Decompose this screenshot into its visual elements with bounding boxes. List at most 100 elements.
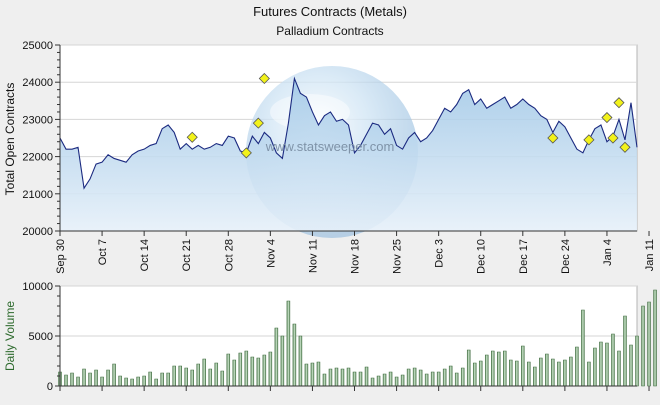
volume-bar bbox=[160, 372, 164, 387]
volume-bar bbox=[232, 359, 237, 387]
volume-bar bbox=[190, 369, 194, 387]
volume-bar bbox=[551, 358, 555, 387]
volume-bar bbox=[448, 365, 453, 387]
volume-bar bbox=[484, 354, 489, 387]
watermark-text: www.statsweeper.com bbox=[265, 139, 395, 154]
volume-bar bbox=[352, 371, 357, 387]
volume-bar bbox=[424, 373, 429, 387]
volume-bar bbox=[629, 344, 633, 387]
volume-bar bbox=[286, 300, 291, 387]
volume-bar bbox=[178, 365, 182, 387]
volume-bar bbox=[515, 360, 519, 387]
volume-bar bbox=[581, 309, 585, 387]
volume-bar bbox=[557, 361, 561, 387]
volume-bar bbox=[262, 354, 267, 387]
volume-bar bbox=[172, 365, 176, 387]
open-contracts-series bbox=[59, 76, 638, 231]
volume-bar bbox=[340, 368, 345, 387]
volume-bar bbox=[478, 360, 483, 387]
volume-bar bbox=[268, 351, 273, 387]
x-tick-label: Nov 4 bbox=[265, 239, 277, 268]
volume-bar bbox=[220, 370, 225, 387]
event-marker bbox=[258, 72, 270, 85]
upper-y-tick-label: 25000 bbox=[22, 40, 53, 52]
x-tick-label: Oct 28 bbox=[223, 239, 235, 271]
x-tick-label: Jan 11 bbox=[644, 239, 656, 271]
volume-bar bbox=[454, 372, 459, 387]
event-marker bbox=[240, 147, 252, 159]
volume-bar bbox=[310, 362, 315, 387]
volume-bar bbox=[527, 361, 531, 387]
volume-bar bbox=[587, 361, 591, 387]
volume-bar bbox=[364, 366, 369, 387]
volume-bar bbox=[575, 346, 579, 387]
volume-bar bbox=[370, 377, 375, 387]
upper-y-tick-label: 23000 bbox=[22, 114, 53, 126]
volume-bar bbox=[593, 347, 597, 387]
volume-bar bbox=[304, 363, 309, 387]
volume-bar bbox=[521, 345, 525, 387]
volume-bar bbox=[94, 369, 98, 387]
event-marker bbox=[607, 132, 619, 144]
volume-bar bbox=[611, 333, 615, 387]
volume-bar bbox=[545, 353, 549, 387]
volume-bar bbox=[184, 367, 188, 387]
volume-bar bbox=[394, 376, 399, 387]
volume-bar bbox=[118, 375, 122, 387]
volume-bar bbox=[503, 350, 507, 387]
x-tick-label: Oct 7 bbox=[97, 239, 109, 265]
lower-y-tick-label: 5000 bbox=[29, 331, 53, 343]
volume-bar bbox=[112, 363, 116, 387]
event-marker bbox=[601, 111, 613, 124]
volume-bar bbox=[256, 357, 261, 387]
event-marker bbox=[613, 97, 625, 109]
volume-bar bbox=[491, 350, 495, 387]
volume-bar bbox=[130, 378, 134, 387]
open-contracts-plot: www.statsweeper.com 20000 21000 22000 23000… bbox=[3, 40, 656, 274]
volume-bar bbox=[635, 335, 639, 387]
x-tick-label: Nov 18 bbox=[350, 239, 362, 274]
x-tick-label: Dec 17 bbox=[518, 239, 530, 274]
volume-bar bbox=[226, 353, 231, 387]
volume-bar bbox=[376, 375, 381, 387]
volume-bar bbox=[244, 350, 249, 387]
volume-bar bbox=[316, 361, 321, 387]
volume-bar bbox=[406, 368, 411, 387]
volume-bar bbox=[388, 371, 393, 387]
chart-subtitle: Palladium Contracts bbox=[276, 24, 384, 38]
volume-bar bbox=[617, 350, 621, 387]
volume-bar bbox=[202, 358, 207, 387]
volume-bar bbox=[382, 373, 387, 387]
volume-bar bbox=[418, 369, 423, 387]
volume-bar bbox=[238, 352, 243, 387]
volume-bar bbox=[280, 335, 285, 387]
event-marker bbox=[186, 131, 198, 143]
x-tick-label: Oct 21 bbox=[181, 239, 193, 271]
upper-y-axis: 20000 21000 22000 23000 24000 25000 bbox=[22, 40, 61, 238]
volume-bar bbox=[430, 371, 435, 387]
volume-bar bbox=[88, 372, 92, 387]
volume-bar bbox=[292, 323, 297, 387]
volume-bar bbox=[400, 374, 405, 387]
event-marker bbox=[583, 134, 595, 146]
lower-y-tick-label: 0 bbox=[47, 381, 53, 393]
volume-bar bbox=[412, 367, 417, 387]
volume-bar bbox=[569, 356, 573, 387]
volume-bar bbox=[358, 371, 363, 387]
x-tick-label: Jan 4 bbox=[602, 239, 614, 266]
x-axis: Sep 30 Oct 7 Oct 14 Oct 21 Oct 28 Nov 4 Nov 11… bbox=[55, 230, 656, 274]
x-tick-label: Dec 10 bbox=[476, 239, 488, 274]
volume-bar bbox=[472, 362, 477, 387]
volume-bar bbox=[509, 359, 513, 387]
volume-bar bbox=[539, 357, 543, 387]
upper-y-tick-label: 24000 bbox=[22, 77, 53, 89]
volume-bar bbox=[599, 341, 603, 387]
volume-bar bbox=[298, 335, 303, 387]
volume-bar bbox=[647, 301, 651, 387]
volume-bar bbox=[497, 351, 501, 387]
volume-bar bbox=[214, 362, 219, 387]
volume-bar bbox=[166, 372, 170, 387]
volume-bar bbox=[623, 315, 627, 387]
